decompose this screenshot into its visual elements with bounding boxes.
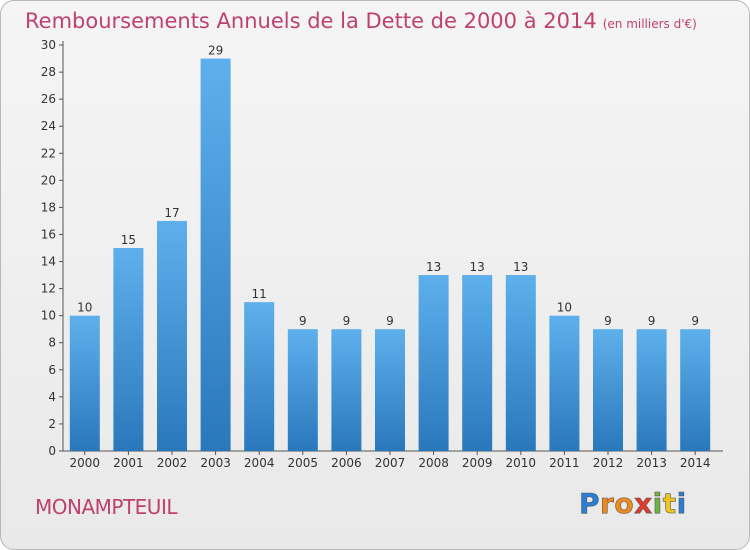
logo-letter: i bbox=[652, 487, 663, 521]
data-label: 10 bbox=[77, 301, 92, 315]
x-tick-label: 2000 bbox=[70, 456, 101, 470]
bar bbox=[680, 329, 711, 451]
y-tick-label: 18 bbox=[41, 200, 56, 214]
x-tick-label: 2006 bbox=[331, 456, 362, 470]
y-tick-label: 22 bbox=[41, 146, 56, 160]
chart-labels: 2000 10 2001 15 2002 17 2003 29 2004 11 2005 9 2006 9… bbox=[70, 44, 711, 470]
bar bbox=[636, 329, 667, 451]
y-tick-label: 30 bbox=[41, 38, 56, 52]
y-tick-label: 28 bbox=[41, 65, 56, 79]
proxiti-logo: Proxiti bbox=[579, 487, 687, 521]
logo-letter: t bbox=[662, 487, 677, 521]
bar bbox=[287, 329, 318, 451]
logo-letter: x bbox=[634, 487, 653, 521]
data-label: 10 bbox=[557, 301, 572, 315]
x-tick-label: 2011 bbox=[549, 456, 580, 470]
bar bbox=[593, 329, 623, 451]
x-tick-label: 2001 bbox=[113, 456, 144, 470]
y-tick-label: 14 bbox=[41, 255, 56, 269]
x-tick-label: 2012 bbox=[593, 456, 624, 470]
x-tick-label: 2009 bbox=[462, 456, 493, 470]
y-tick-label: 10 bbox=[41, 309, 56, 323]
chart-subtitle: (en milliers d'€) bbox=[602, 17, 697, 31]
bar bbox=[244, 302, 275, 451]
bar bbox=[200, 58, 231, 452]
y-tick-label: 24 bbox=[41, 119, 56, 133]
data-label: 15 bbox=[121, 233, 136, 247]
data-label: 9 bbox=[299, 314, 307, 328]
y-tick-label: 16 bbox=[41, 227, 56, 241]
bar bbox=[505, 275, 536, 451]
y-tick-label: 12 bbox=[41, 282, 56, 296]
data-label: 9 bbox=[386, 314, 394, 328]
logo-letter: P bbox=[579, 487, 601, 521]
data-label: 9 bbox=[604, 314, 612, 328]
x-tick-label: 2005 bbox=[288, 456, 319, 470]
bar bbox=[157, 220, 187, 451]
y-tick-label: 20 bbox=[41, 173, 56, 187]
data-label: 13 bbox=[513, 260, 528, 274]
data-label: 9 bbox=[648, 314, 656, 328]
x-tick-label: 2002 bbox=[157, 456, 188, 470]
y-tick-label: 8 bbox=[48, 336, 56, 350]
x-tick-label: 2007 bbox=[375, 456, 406, 470]
bar bbox=[418, 275, 449, 451]
x-tick-label: 2008 bbox=[418, 456, 449, 470]
place-name: MONAMPTEUIL bbox=[35, 495, 178, 519]
y-tick-label: 0 bbox=[48, 444, 56, 458]
chart-title: Remboursements Annuels de la Dette de 20… bbox=[25, 9, 697, 33]
logo-letter: i bbox=[676, 487, 687, 521]
title-text: Remboursements Annuels de la Dette de 20… bbox=[25, 9, 597, 33]
data-label: 9 bbox=[691, 314, 699, 328]
x-tick-label: 2013 bbox=[636, 456, 667, 470]
y-tick-label: 2 bbox=[48, 417, 56, 431]
data-label: 9 bbox=[343, 314, 351, 328]
x-tick-label: 2003 bbox=[200, 456, 231, 470]
y-tick-label: 4 bbox=[48, 390, 56, 404]
data-label: 29 bbox=[208, 44, 223, 58]
bar bbox=[375, 329, 405, 451]
y-tick-label: 6 bbox=[48, 363, 56, 377]
y-tick-label: 26 bbox=[41, 92, 56, 106]
x-tick-label: 2004 bbox=[244, 456, 275, 470]
x-tick-label: 2010 bbox=[506, 456, 537, 470]
data-label: 13 bbox=[470, 260, 485, 274]
bar bbox=[69, 315, 100, 451]
data-label: 17 bbox=[164, 206, 179, 220]
data-label: 13 bbox=[426, 260, 441, 274]
logo-letter: o bbox=[614, 487, 635, 521]
bar bbox=[462, 275, 493, 451]
bar bbox=[549, 315, 580, 451]
x-tick-label: 2014 bbox=[680, 456, 711, 470]
bar bbox=[113, 248, 144, 451]
bar bbox=[331, 329, 362, 451]
logo-letter: r bbox=[600, 487, 615, 521]
data-label: 11 bbox=[252, 287, 267, 301]
chart-bars bbox=[69, 58, 711, 452]
